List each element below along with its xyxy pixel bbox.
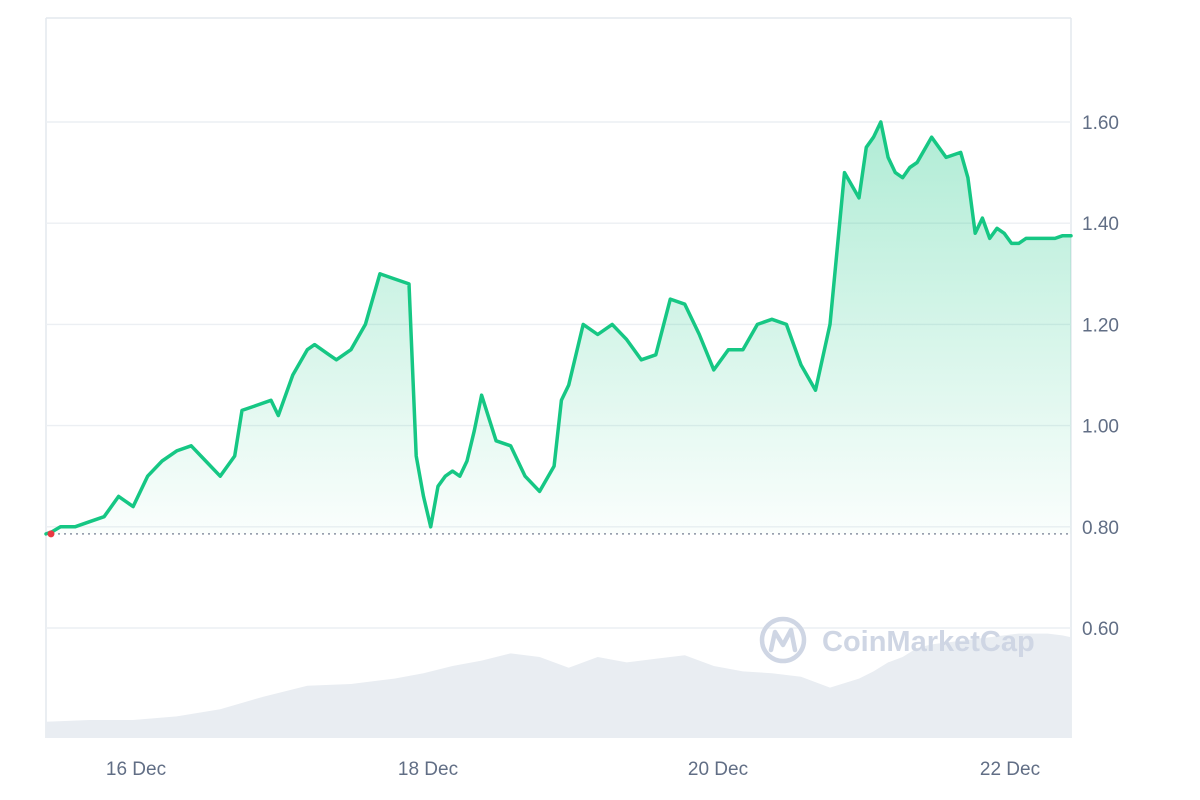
y-tick-label: 0.60 <box>1082 619 1119 640</box>
y-tick-label: 1.20 <box>1082 315 1119 336</box>
x-tick-label: 20 Dec <box>688 759 748 780</box>
coinmarketcap-logo-icon <box>759 616 807 664</box>
start-marker <box>47 530 55 538</box>
x-tick-label: 22 Dec <box>980 759 1040 780</box>
x-axis: 16 Dec 18 Dec 20 Dec 22 Dec <box>106 759 1040 780</box>
y-tick-label: 1.00 <box>1082 417 1119 438</box>
y-tick-label: 1.40 <box>1082 214 1119 235</box>
price-area-fill <box>46 122 1071 534</box>
y-tick-label: 0.80 <box>1082 518 1119 539</box>
x-tick-label: 16 Dec <box>106 759 166 780</box>
watermark-text: CoinMarketCap <box>822 626 1035 658</box>
y-axis: 0.60 0.80 1.00 1.20 1.40 1.60 <box>1082 113 1119 640</box>
coinmarketcap-watermark: CoinMarketCap <box>759 616 1035 664</box>
y-tick-label: 1.60 <box>1082 113 1119 134</box>
volume-bars <box>46 633 1071 738</box>
price-series-line <box>44 120 1073 536</box>
x-tick-label: 18 Dec <box>398 759 458 780</box>
volume-area <box>46 633 1071 738</box>
